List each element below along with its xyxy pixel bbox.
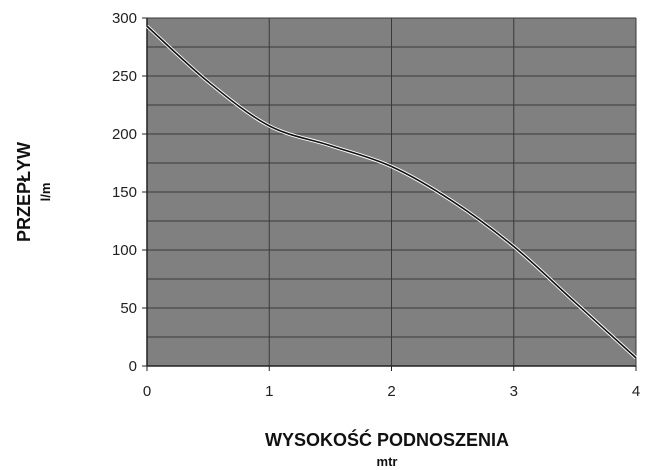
y-tick-label: 250 xyxy=(112,68,137,85)
x-axis-title: WYSOKOŚĆ PODNOSZENIA xyxy=(265,429,509,450)
y-tick-label: 100 xyxy=(112,242,137,259)
x-tick-label: 3 xyxy=(510,383,518,400)
y-tick-label: 0 xyxy=(129,358,137,375)
y-tick-label: 300 xyxy=(112,10,137,27)
y-axis-title: PRZEPŁYW xyxy=(14,142,34,242)
y-axis-unit: l/m xyxy=(38,183,53,202)
y-tick-label: 50 xyxy=(120,300,137,317)
grid xyxy=(147,17,637,366)
series-line xyxy=(146,25,637,359)
x-ticks: 0 1 2 3 4 xyxy=(143,366,640,400)
x-tick-label: 1 xyxy=(265,383,273,400)
x-axis-unit: mtr xyxy=(377,454,398,469)
series xyxy=(145,24,638,360)
y-tick-label: 150 xyxy=(112,184,137,201)
x-tick-label: 2 xyxy=(387,383,395,400)
x-tick-label: 4 xyxy=(632,383,640,400)
y-tick-label: 200 xyxy=(112,126,137,143)
x-tick-label: 0 xyxy=(143,383,151,400)
y-ticks: 0 50 100 150 200 250 300 xyxy=(112,10,147,375)
